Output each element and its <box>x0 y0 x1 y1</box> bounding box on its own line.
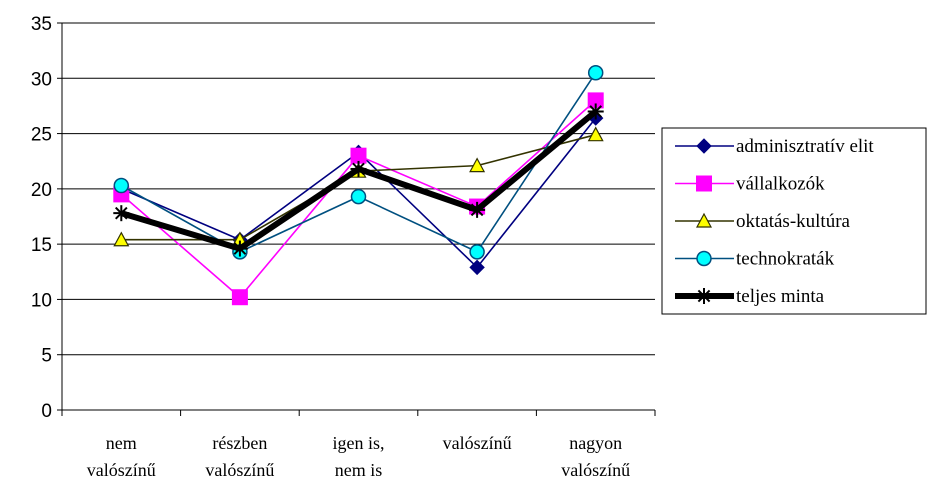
y-tick-label: 15 <box>31 235 52 256</box>
data-point <box>469 157 486 173</box>
data-point <box>587 126 604 142</box>
legend-label: oktatás-kultúra <box>736 211 851 232</box>
data-point <box>696 250 712 267</box>
y-axis-ticks: 0 5 10 15 20 25 30 35 <box>31 14 52 422</box>
data-point <box>113 231 130 247</box>
data-point <box>231 289 248 306</box>
x-tick-label: igen is, <box>333 433 385 453</box>
y-tick-label: 30 <box>31 69 52 90</box>
legend-label: adminisztratív elit <box>736 136 874 157</box>
data-point <box>231 240 248 257</box>
data-point <box>696 138 712 154</box>
data-point <box>696 288 712 304</box>
x-tick-label: valószínű <box>87 460 156 480</box>
axes <box>57 22 656 416</box>
y-tick-label: 20 <box>31 180 52 201</box>
x-tick-label: részben <box>212 433 267 453</box>
data-point <box>469 201 486 218</box>
legend-item: technokraták <box>675 249 835 270</box>
data-point <box>350 147 367 164</box>
data-point <box>113 177 130 194</box>
x-tick-label: valószínű <box>443 433 512 453</box>
y-tick-label: 10 <box>31 290 52 311</box>
x-tick-label: valószínű <box>561 460 630 480</box>
x-tick-label: valószínű <box>205 460 274 480</box>
x-tick-label: nagyon <box>569 433 622 453</box>
data-point <box>587 103 604 120</box>
series-4 <box>113 103 604 257</box>
legend-label: teljes minta <box>736 286 825 307</box>
data-point <box>350 188 367 205</box>
y-tick-label: 25 <box>31 125 52 146</box>
data-point <box>469 259 485 276</box>
legend-label: technokraták <box>736 249 835 270</box>
data-point <box>350 160 367 177</box>
legend-item: adminisztratív elit <box>675 136 874 157</box>
series-group <box>113 65 604 306</box>
legend-item: teljes minta <box>675 286 825 307</box>
y-tick-label: 5 <box>41 346 52 367</box>
x-tick-label: nem is <box>335 460 383 480</box>
data-point <box>587 65 604 81</box>
data-point <box>696 175 712 192</box>
gridlines <box>62 22 655 356</box>
data-point <box>695 212 713 228</box>
series-3 <box>113 65 604 260</box>
legend-label: vállalkozók <box>736 174 825 195</box>
y-tick-label: 0 <box>41 401 52 422</box>
y-tick-label: 35 <box>31 14 52 35</box>
legend-item: oktatás-kultúra <box>675 211 851 232</box>
legend-item: vállalkozók <box>675 174 825 195</box>
x-axis-ticks: nem valószínű részben valószínű igen is, nem … <box>87 433 630 480</box>
data-point <box>113 205 130 222</box>
data-point <box>469 244 485 260</box>
legend: adminisztratív elit vállalkozók oktatás-ku… <box>661 127 927 315</box>
x-tick-label: nem <box>106 433 137 453</box>
